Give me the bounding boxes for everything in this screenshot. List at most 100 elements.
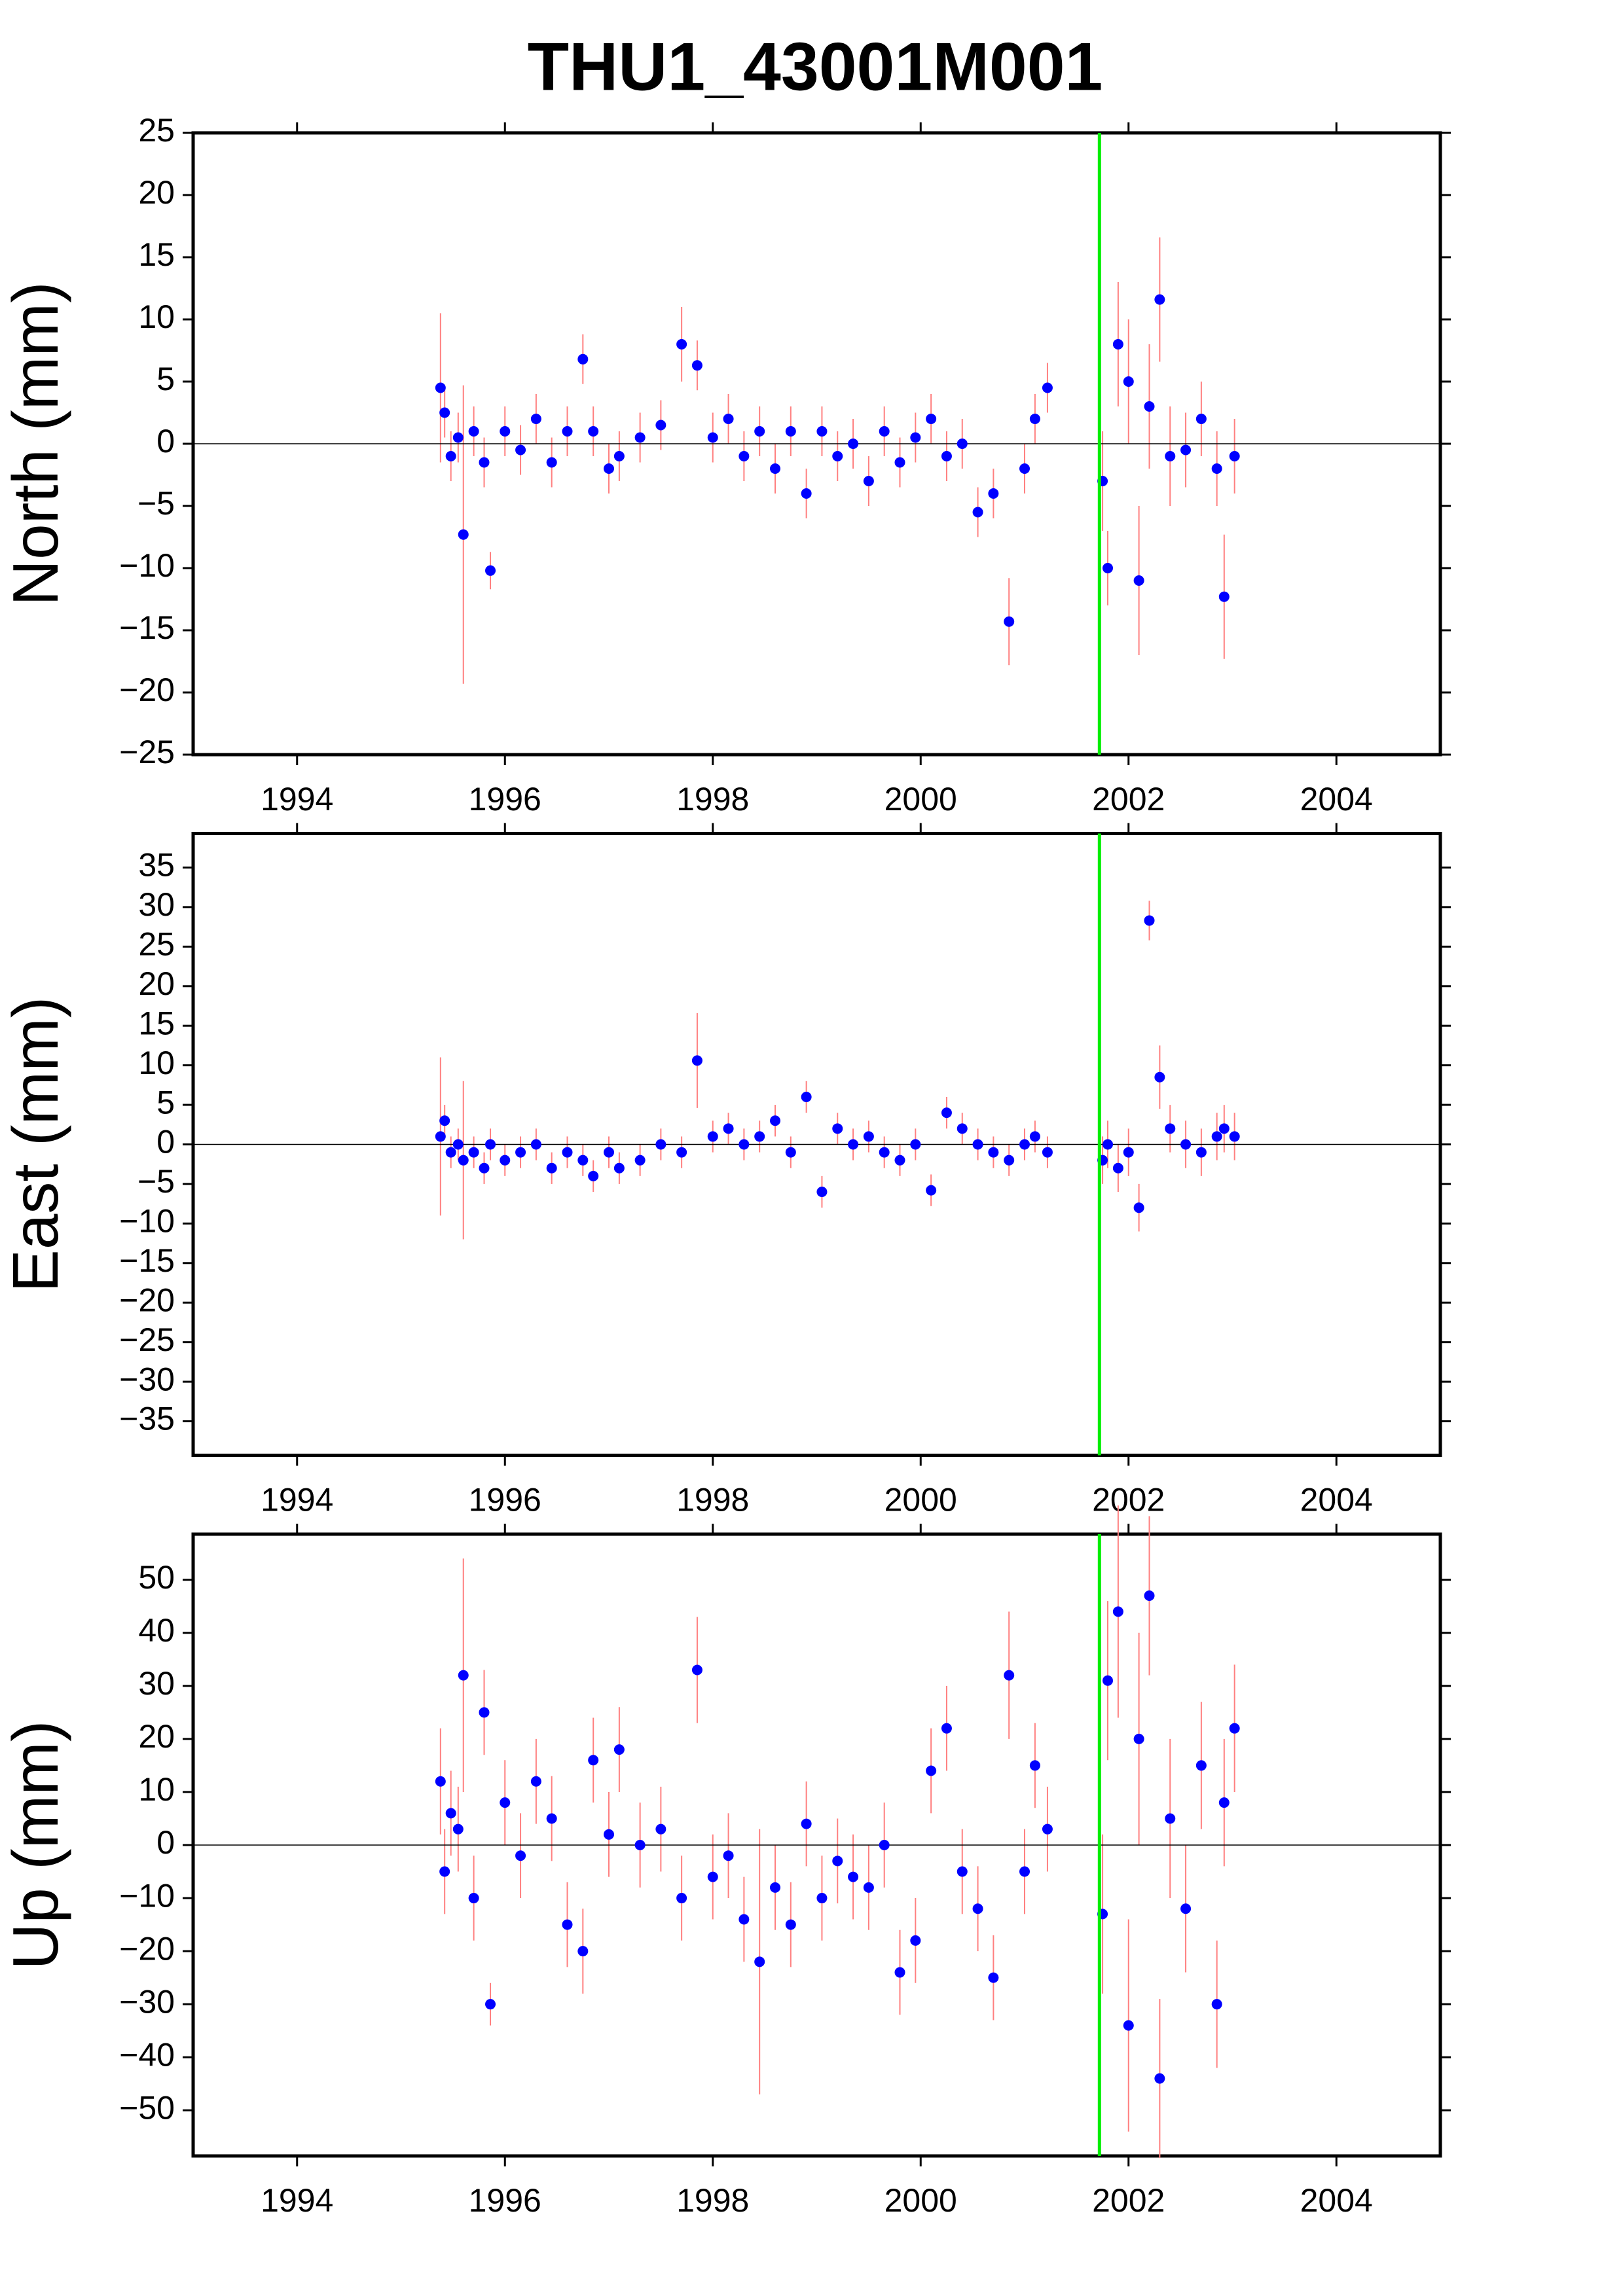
data-point: [941, 1107, 952, 1119]
data-point: [894, 1155, 905, 1166]
data-point: [691, 1055, 702, 1066]
data-point: [988, 1147, 999, 1158]
data-point: [1019, 1866, 1030, 1877]
y-tick-label: 30: [138, 1665, 175, 1702]
data-point: [562, 426, 573, 437]
y-tick-label: −10: [119, 1877, 175, 1914]
data-point: [468, 1893, 479, 1904]
data-point: [1112, 1606, 1123, 1617]
data-point: [926, 414, 937, 424]
x-tick-label: 1994: [261, 781, 333, 817]
data-point: [739, 1139, 750, 1150]
x-tick-label: 1998: [676, 2182, 749, 2219]
y-tick-label: 30: [138, 886, 175, 923]
data-point: [879, 1147, 890, 1158]
y-tick-label: 5: [156, 1084, 175, 1121]
data-point: [723, 414, 734, 424]
data-point: [739, 451, 750, 461]
data-point: [479, 1707, 490, 1718]
data-point: [655, 420, 666, 431]
data-point: [848, 439, 859, 449]
y-tick-label: −30: [119, 1983, 175, 2020]
data-point: [910, 1935, 921, 1946]
y-tick-label: 5: [156, 361, 175, 397]
data-point: [1211, 1999, 1222, 2010]
data-point: [894, 457, 905, 468]
data-point: [707, 432, 718, 443]
data-point: [801, 488, 812, 499]
data-point: [723, 1850, 734, 1861]
data-point: [1123, 2020, 1134, 2031]
y-tick-label: −10: [119, 1203, 175, 1240]
data-point: [972, 1903, 983, 1914]
y-axis-label: Up (mm): [0, 1720, 71, 1969]
data-point: [530, 1139, 541, 1150]
data-point: [988, 488, 999, 499]
y-tick-label: 40: [138, 1612, 175, 1649]
data-point: [1004, 616, 1015, 627]
data-point: [479, 457, 490, 468]
data-point: [816, 426, 828, 437]
data-point: [435, 382, 446, 393]
data-point: [1144, 915, 1155, 926]
data-point: [941, 451, 952, 461]
data-point: [754, 1131, 765, 1142]
data-point: [972, 507, 983, 518]
data-point: [604, 463, 614, 474]
y-tick-label: −20: [119, 1930, 175, 1967]
data-point: [562, 1147, 573, 1158]
data-point: [546, 457, 557, 468]
data-point: [910, 432, 921, 443]
data-point: [785, 426, 796, 437]
data-point: [1180, 1139, 1192, 1150]
data-point: [801, 1091, 812, 1102]
y-tick-label: 10: [138, 1045, 175, 1081]
y-tick-label: −50: [119, 2089, 175, 2126]
data-point: [435, 1131, 446, 1142]
data-point: [1042, 1147, 1053, 1158]
data-point: [485, 565, 496, 576]
data-point: [530, 1776, 541, 1787]
x-tick-label: 1996: [469, 2182, 541, 2219]
y-tick-label: −25: [119, 734, 175, 770]
data-point: [1042, 1823, 1053, 1835]
y-tick-label: 35: [138, 847, 175, 884]
data-point: [1218, 591, 1230, 602]
data-point: [445, 451, 456, 461]
data-point: [1123, 1147, 1134, 1158]
y-tick-label: 50: [138, 1559, 175, 1596]
data-point: [676, 339, 687, 350]
x-tick-label: 2002: [1092, 781, 1165, 817]
data-point: [1019, 463, 1030, 474]
y-tick-label: 15: [138, 236, 175, 273]
data-point: [1004, 1155, 1015, 1166]
y-axis-label: East (mm): [0, 997, 71, 1293]
y-tick-label: 10: [138, 1771, 175, 1808]
data-point: [1180, 1903, 1192, 1914]
data-point: [1112, 1162, 1123, 1174]
data-point: [1123, 376, 1134, 387]
data-point: [634, 1840, 646, 1850]
data-point: [832, 1123, 843, 1134]
chart-title: THU1_43001M001: [528, 29, 1103, 105]
data-point: [485, 1999, 496, 2010]
y-axis-label: North (mm): [0, 281, 71, 605]
x-tick-label: 2000: [884, 781, 957, 817]
data-point: [445, 1147, 456, 1158]
data-point: [613, 1162, 625, 1174]
x-tick-label: 1998: [676, 781, 749, 817]
x-tick-label: 2002: [1092, 2182, 1165, 2219]
data-point: [1103, 563, 1113, 573]
data-point: [1211, 463, 1222, 474]
data-point: [863, 476, 874, 486]
data-point: [863, 1882, 874, 1893]
data-point: [604, 1829, 614, 1840]
data-point: [1218, 1797, 1230, 1808]
y-tick-label: −35: [119, 1401, 175, 1437]
y-tick-label: 25: [138, 112, 175, 149]
data-point: [723, 1123, 734, 1134]
data-point: [691, 1664, 702, 1676]
y-tick-label: −15: [119, 609, 175, 646]
data-point: [439, 1866, 450, 1877]
data-point: [926, 1185, 937, 1196]
